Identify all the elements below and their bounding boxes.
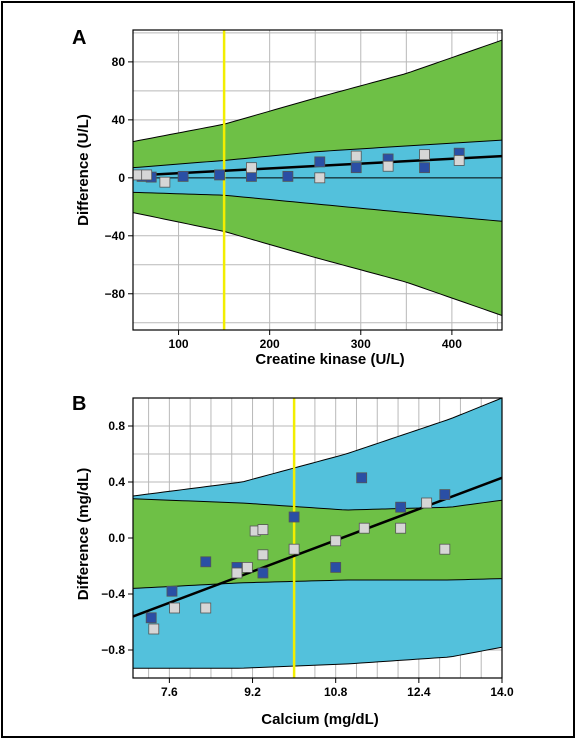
y-tick-label: 80 [112, 55, 126, 69]
data-point [419, 162, 430, 174]
y-tick-label: −80 [105, 287, 126, 301]
data-point [356, 472, 368, 484]
data-point [257, 567, 269, 579]
data-point [395, 501, 407, 513]
data-point [330, 535, 342, 547]
x-tick-label: 300 [351, 337, 371, 351]
inner-band [133, 498, 502, 589]
data-point [200, 556, 212, 568]
panel-a-letter: A [72, 27, 86, 49]
data-point [257, 524, 269, 535]
data-point [314, 156, 326, 168]
panel-a-x-axis-label: Creatine kinase (U/L) [255, 351, 404, 368]
x-tick-label: 14.0 [490, 685, 514, 699]
y-tick-label: 0.0 [108, 531, 125, 545]
x-tick-label: 7.6 [161, 685, 178, 699]
y-tick-label: 0.8 [108, 419, 125, 433]
data-point [350, 162, 362, 174]
data-point [453, 155, 465, 166]
data-point [214, 169, 225, 181]
data-point [141, 169, 153, 181]
plot-area [133, 398, 502, 678]
x-tick-label: 100 [169, 337, 189, 351]
y-tick-label: 0 [118, 171, 125, 185]
plot-border [132, 29, 503, 331]
outer-band-upper-edge [133, 398, 502, 497]
data-point [288, 543, 300, 555]
data-point [439, 543, 451, 555]
data-point [166, 585, 178, 597]
data-point [421, 497, 433, 509]
data-point [257, 549, 269, 561]
data-point [439, 489, 451, 501]
outer-band-upper-edge [133, 39, 502, 143]
inner-band-upper-edge [133, 139, 502, 169]
x-tick-label: 10.8 [324, 685, 348, 699]
data-point [288, 511, 300, 523]
regression-line [133, 476, 502, 618]
y-tick-label: −0.4 [101, 587, 125, 601]
plot-area [133, 30, 502, 330]
inner-band-lower-edge [133, 578, 502, 589]
data-point [133, 169, 143, 181]
data-point [246, 162, 257, 174]
data-point [231, 567, 243, 579]
data-point [200, 602, 212, 614]
y-tick-label: 40 [112, 113, 126, 127]
inner-band-upper-edge [133, 498, 502, 511]
data-point [330, 562, 342, 573]
outer-band-lower-edge [133, 646, 502, 669]
data-point [395, 522, 407, 534]
panel-a-y-axis-label: Difference (U/L) [75, 114, 92, 226]
data-point [314, 172, 326, 184]
data-point [148, 623, 160, 635]
x-tick-label: 12.4 [407, 685, 431, 699]
y-tick-label: −0.8 [101, 643, 125, 657]
x-tick-label: 200 [260, 337, 280, 351]
x-tick-label: 9.2 [244, 685, 261, 699]
data-point [419, 149, 430, 161]
data-point [169, 602, 180, 614]
data-point [159, 176, 171, 188]
inner-band-lower-edge [133, 191, 502, 222]
data-point [382, 160, 394, 172]
panel-b-x-axis-label: Calcium (mg/dL) [261, 711, 379, 728]
x-tick-label: 400 [442, 337, 462, 351]
data-point [358, 522, 370, 534]
panel-b-y-axis-label: Difference (mg/dL) [75, 468, 92, 601]
panel-b-chart: 7.6 9.2 10.8 12.4 14.0 0.8 0.4 0.0 −0.4 −0.8 [101, 397, 514, 699]
outer-band-lower-edge [133, 212, 502, 316]
y-tick-label: 0.4 [108, 475, 125, 489]
y-tick-label: −40 [105, 229, 126, 243]
data-point [145, 612, 157, 624]
data-point [241, 562, 253, 573]
data-point [177, 170, 189, 182]
panel-b-letter: B [72, 393, 86, 415]
data-point [282, 170, 294, 182]
data-point [350, 150, 362, 162]
